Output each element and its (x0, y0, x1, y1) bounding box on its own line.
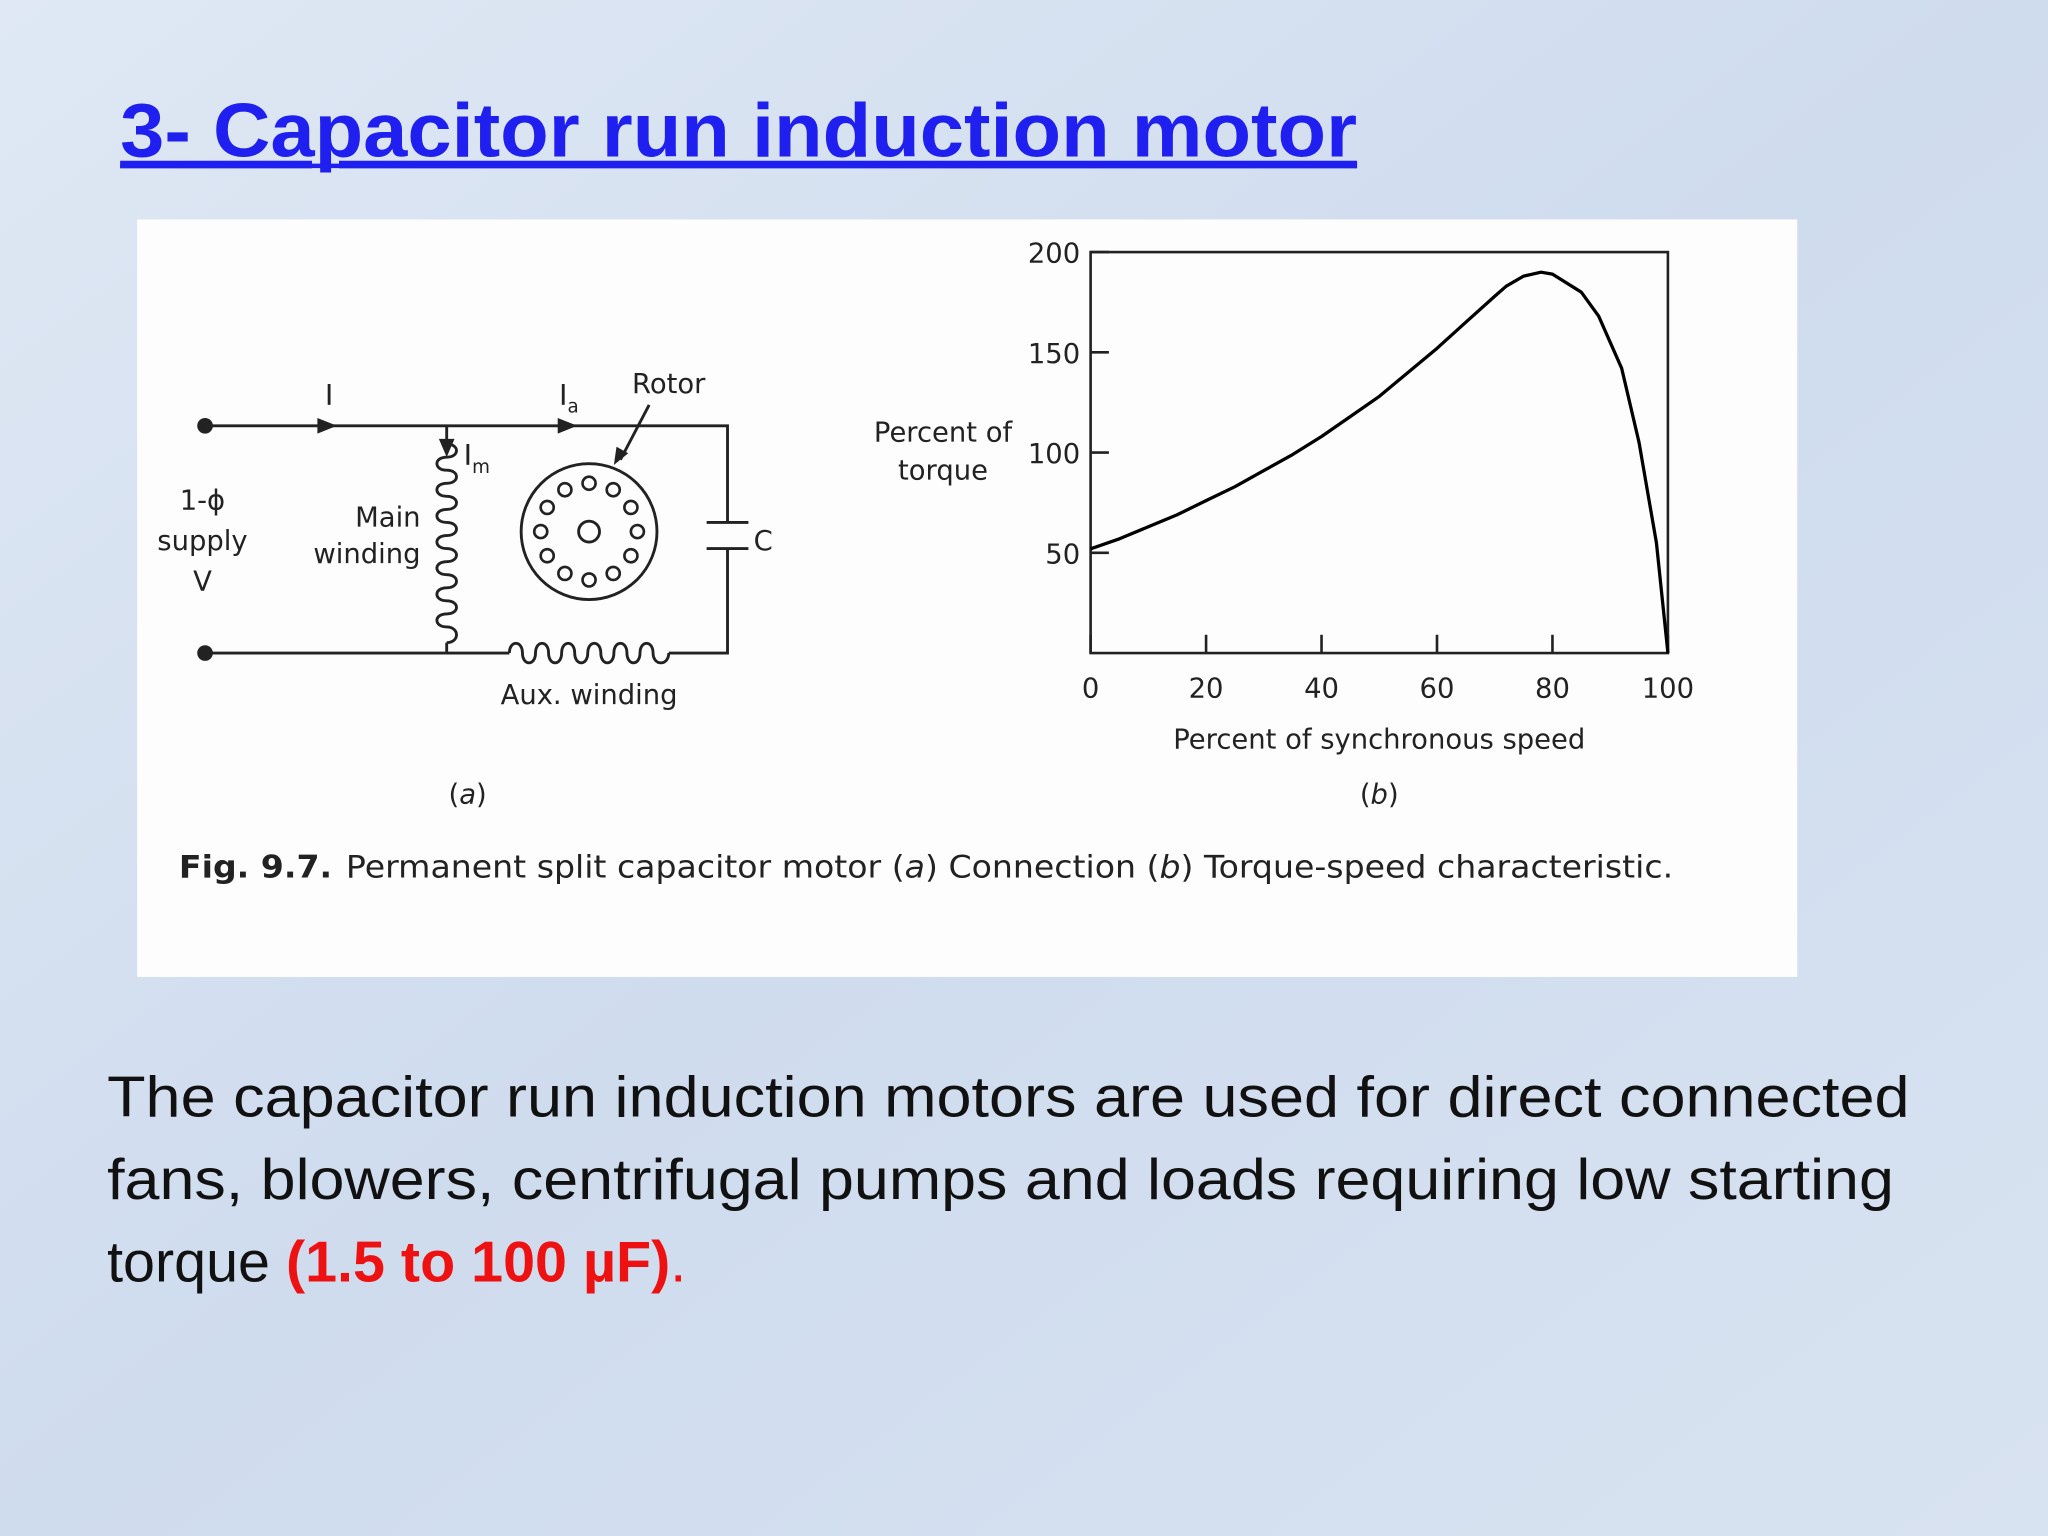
rotor-pointer-head (613, 446, 629, 465)
rotor-slot (605, 481, 622, 498)
rotor-slot (629, 523, 646, 540)
caption-text: ) Torque-speed characteristic. (1181, 850, 1674, 886)
circuit-diagram: I Ia Im Rotor 1-ϕ supply V Main winding … (157, 369, 772, 810)
slide-title: 3- Capacitor run induction motor (120, 89, 1357, 174)
rotor-label: Rotor (632, 369, 706, 400)
body-text: fans, blowers, centrifugal pumps and loa… (107, 1148, 1894, 1212)
x-tick-label: 20 (1189, 673, 1224, 704)
y-tick-label: 200 (1028, 239, 1080, 270)
x-tick-label: 100 (1642, 673, 1694, 704)
panel-label: (b) (1360, 779, 1399, 810)
rotor-slots (532, 475, 646, 588)
x-tick-label: 80 (1535, 673, 1570, 704)
rotor-slot (605, 565, 622, 582)
symbol: I (559, 378, 567, 412)
rotor-slot (539, 547, 556, 564)
aux-winding-label: Aux. winding (501, 680, 678, 711)
body-text: The capacitor run induction motors are u… (107, 1066, 1909, 1130)
current-label: Ia (559, 378, 579, 418)
symbol: I (464, 438, 472, 472)
wire (205, 424, 729, 655)
supply-label: supply (157, 526, 247, 557)
caption-number: Fig. 9.7. (179, 850, 332, 886)
caption-text: ) Connection ( (925, 850, 1159, 886)
paren: ( (448, 779, 459, 810)
rotor-slot (581, 475, 597, 492)
capacitance-range: (1.5 to 100 µF) (286, 1230, 670, 1294)
rotor-pointer (619, 404, 651, 461)
body-text: . (670, 1230, 686, 1294)
subscript: m (472, 457, 490, 478)
caption-text: a (905, 850, 925, 886)
panel-letter: b (1371, 779, 1388, 810)
supply-label: 1-ϕ (180, 485, 225, 516)
current-arrows (317, 417, 578, 458)
x-tick-label: 40 (1304, 673, 1339, 704)
y-axis-label: Percent of (874, 417, 1014, 448)
current-label: Im (464, 438, 490, 478)
rotor-slot (539, 499, 556, 516)
rotor-outline (519, 462, 659, 601)
rotor-slot (623, 547, 639, 564)
figure-caption: Fig. 9.7. Permanent split capacitor motor… (179, 850, 1673, 886)
current-label: I (325, 378, 333, 412)
subscript: a (568, 397, 579, 418)
capacitor-symbol (706, 521, 749, 551)
body-text: torque (107, 1230, 286, 1294)
x-axis-label: Percent of synchronous speed (1173, 724, 1585, 755)
y-tick-label: 100 (1028, 439, 1080, 470)
body-text: torque (1.5 to 100 µF). (107, 1230, 686, 1294)
main-winding-coil (435, 442, 458, 645)
main-winding-label: winding (313, 539, 420, 570)
capacitor-label: C (754, 526, 773, 557)
x-tick-label: 0 (1082, 673, 1099, 704)
rotor-shaft (577, 519, 601, 544)
torque-curve (1090, 270, 1670, 654)
aux-winding-coil (507, 641, 671, 665)
y-tick-label: 150 (1028, 339, 1080, 370)
figure-panel (137, 219, 1798, 977)
y-axis-label: torque (898, 455, 988, 486)
rotor-slot (532, 523, 549, 540)
caption-text: b (1159, 850, 1180, 886)
paren: ( (1360, 779, 1371, 810)
rotor-slot (623, 499, 639, 516)
torque-speed-chart: Percent of torque Percent of synchronous… (874, 239, 1694, 811)
panel-letter: a (459, 779, 476, 810)
caption-text: Permanent split capacitor motor ( (346, 850, 905, 886)
x-tick-label: 60 (1420, 673, 1455, 704)
supply-label: V (193, 566, 212, 597)
panel-label: (a) (448, 779, 486, 810)
paren: ) (476, 779, 487, 810)
main-winding-label: Main (355, 502, 420, 533)
paren: ) (1388, 779, 1399, 810)
rotor-slot (557, 481, 573, 498)
y-tick-label: 50 (1045, 539, 1080, 570)
rotor-slot (581, 572, 597, 588)
rotor-slot (557, 565, 573, 582)
